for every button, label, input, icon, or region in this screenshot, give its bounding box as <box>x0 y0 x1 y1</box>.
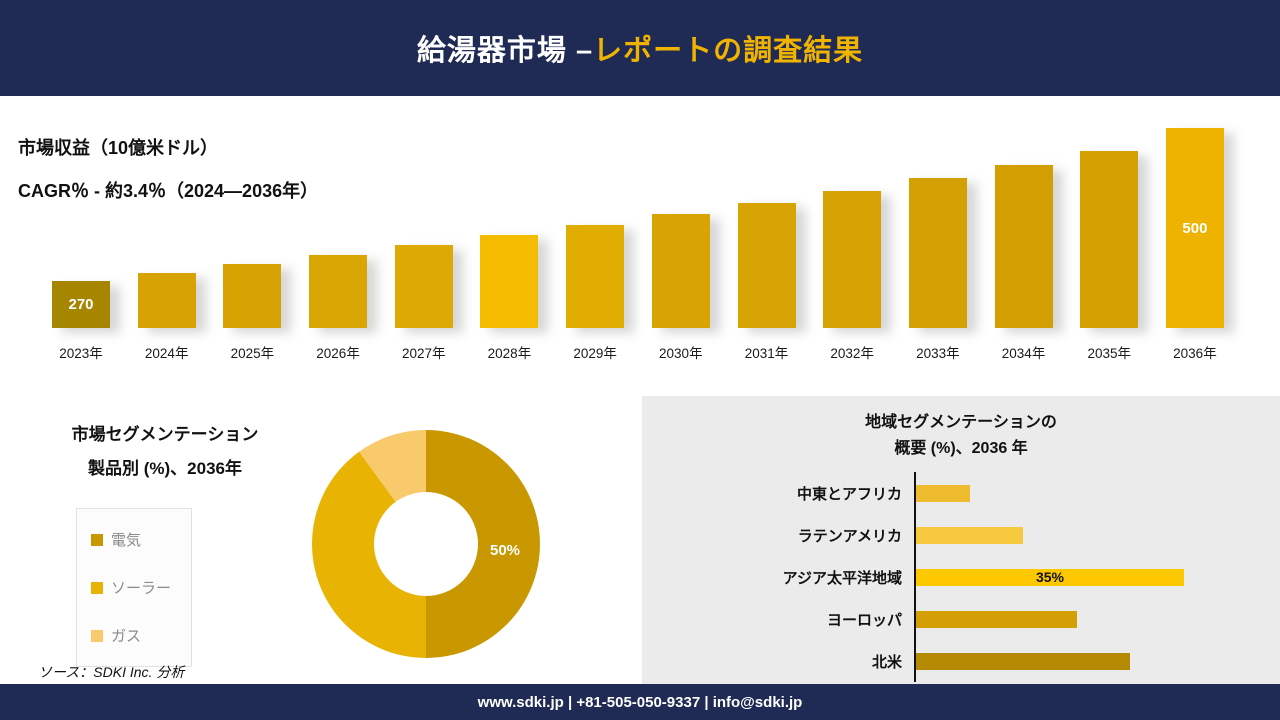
revenue-axis-label: 2034年 <box>1001 346 1046 361</box>
segmentation-title: 市場セグメンテーション 製品別 (%)、2036年 <box>20 418 310 486</box>
region-title: 地域セグメンテーションの 概要 (%)、2036 年 <box>642 410 1280 461</box>
donut-hole <box>374 492 478 596</box>
region-label: アジア太平洋地域 <box>782 569 902 587</box>
product-segmentation-panel: 市場セグメンテーション 製品別 (%)、2036年 電気ソーラーガス 50% <box>0 396 642 684</box>
region-bar: 35% <box>916 568 1184 586</box>
region-bar-value: 35% <box>1035 569 1065 585</box>
legend-label: 電気 <box>111 532 142 549</box>
revenue-bar <box>994 165 1053 328</box>
revenue-axis-label: 2023年 <box>59 346 103 361</box>
revenue-bar-value: 500 <box>1182 219 1208 237</box>
region-title-line2: 概要 (%)、2036 年 <box>894 439 1028 457</box>
region-bar <box>916 526 1023 544</box>
legend-item: ガス <box>91 625 177 646</box>
revenue-bar <box>480 235 539 328</box>
revenue-bar <box>737 203 796 328</box>
revenue-bar <box>651 214 710 328</box>
region-row: 中東とアフリカ <box>642 472 1280 514</box>
page-title-main: 給湯器市場 – <box>416 35 594 67</box>
region-bar-chart: 中東とアフリカ ラテンアメリカアジア太平洋地域 35% ヨーロッパ北米 <box>642 472 1280 682</box>
revenue-axis-label: 2027年 <box>401 346 446 361</box>
region-axis <box>914 598 1280 640</box>
region-row: 北米 <box>642 640 1280 682</box>
header-banner: 給湯器市場 –レポートの調査結果 <box>0 0 1280 96</box>
region-axis <box>914 472 1280 514</box>
region-axis <box>914 514 1280 556</box>
revenue-bar <box>137 273 196 328</box>
revenue-axis-labels: 2023年 2024年 2025年 2026年 2027年 2028年 2029年 2030年… <box>52 342 1224 362</box>
legend-item: ソーラー <box>91 577 177 598</box>
region-bar <box>916 484 970 502</box>
revenue-bar <box>823 191 882 328</box>
revenue-bar-chart: 270 500 2023年 2024年 2025年 2026年 2027年 2028年 202… <box>52 128 1224 362</box>
region-segmentation-panel: 地域セグメンテーションの 概要 (%)、2036 年 中東とアフリカ ラテンアメリ… <box>642 396 1280 684</box>
donut-chart: 50% <box>312 430 540 658</box>
legend-swatch <box>91 629 103 642</box>
region-title-line1: 地域セグメンテーションの <box>865 414 1057 431</box>
page-title: 給湯器市場 –レポートの調査結果 <box>417 27 863 69</box>
region-axis: 35% <box>914 556 1280 598</box>
revenue-axis-label: 2028年 <box>487 346 532 361</box>
segmentation-title-line2: 製品別 (%)、2036年 <box>88 459 242 478</box>
legend-swatch <box>91 533 103 546</box>
revenue-axis-label: 2032年 <box>830 346 874 361</box>
region-row: アジア太平洋地域 35% <box>642 556 1280 598</box>
revenue-metric-label: 市場収益（10億米ドル） <box>18 138 219 158</box>
region-axis <box>914 640 1280 682</box>
source-note: ソース：SDKI Inc. 分析 <box>38 664 185 680</box>
region-row: ヨーロッパ <box>642 598 1280 640</box>
legend-label: ソーラー <box>111 580 172 597</box>
revenue-bar <box>223 264 282 328</box>
revenue-section: 市場収益（10億米ドル） CAGR％ - 約3.4％（2024―2036年） 2… <box>0 96 1280 396</box>
region-label: ラテンアメリカ <box>797 527 902 545</box>
revenue-axis-label: 2024年 <box>144 346 189 361</box>
revenue-headings: 市場収益（10億米ドル） CAGR％ - 約3.4％（2024―2036年） <box>18 134 318 203</box>
revenue-axis-label: 2025年 <box>230 346 275 361</box>
donut-value-label: 50% <box>490 542 521 559</box>
revenue-bar <box>309 255 368 328</box>
revenue-axis-label: 2026年 <box>316 346 360 361</box>
page-title-accent: レポートの調査結果 <box>593 35 864 67</box>
revenue-axis-label: 2033年 <box>916 346 960 361</box>
region-label: 中東とアフリカ <box>796 485 902 503</box>
revenue-bar <box>394 245 453 328</box>
region-bar <box>916 610 1077 628</box>
segmentation-title-line1: 市場セグメンテーション <box>71 425 259 444</box>
revenue-bar: 270 <box>52 281 110 328</box>
bottom-row: 市場セグメンテーション 製品別 (%)、2036年 電気ソーラーガス 50% 地… <box>0 396 1280 684</box>
region-row: ラテンアメリカ <box>642 514 1280 556</box>
region-label: ヨーロッパ <box>826 611 902 629</box>
revenue-axis-label: 2035年 <box>1087 346 1132 361</box>
region-bar <box>916 652 1130 670</box>
revenue-axis-label: 2029年 <box>573 346 617 361</box>
revenue-bar <box>566 225 625 328</box>
revenue-bar-value: 270 <box>68 296 94 313</box>
revenue-bar <box>908 178 967 328</box>
revenue-bars: 270 500 <box>52 128 1224 328</box>
region-label: 北米 <box>871 653 902 671</box>
revenue-axis-label: 2031年 <box>744 346 789 361</box>
revenue-axis-label: 2036年 <box>1173 346 1217 361</box>
legend-label: ガス <box>111 628 142 645</box>
revenue-axis-label: 2030年 <box>659 346 703 361</box>
revenue-bar: 500 <box>1165 128 1224 328</box>
revenue-bar <box>1080 151 1139 328</box>
revenue-cagr-label: CAGR％ - 約3.4％（2024―2036年） <box>18 181 319 201</box>
segmentation-legend: 電気 ソーラー ガス <box>76 508 192 667</box>
footer-banner: www.sdki.jp | +81-505-050-9337 | info@sd… <box>0 684 1280 720</box>
legend-swatch <box>91 581 103 594</box>
footer-contact-text: www.sdki.jp | +81-505-050-9337 | info@sd… <box>477 693 803 711</box>
legend-item: 電気 <box>91 529 177 550</box>
